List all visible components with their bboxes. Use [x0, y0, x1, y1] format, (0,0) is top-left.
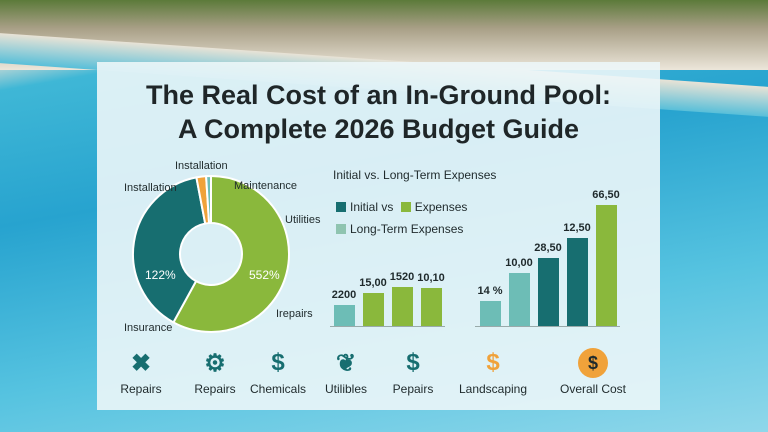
chemical-coin-icon: $ — [271, 349, 285, 376]
bar-value-label: 10,00 — [505, 257, 533, 269]
bar — [567, 238, 588, 326]
bar — [509, 273, 530, 326]
legend-label: Initial vs — [350, 200, 394, 214]
bar — [392, 287, 413, 326]
tools-icon: ⚙ — [204, 349, 226, 377]
legend-swatch — [336, 224, 346, 234]
dollar-coin-icon: $ — [578, 348, 608, 378]
bar — [596, 205, 617, 326]
title-line-1: The Real Cost of an In-Ground Pool: — [146, 80, 611, 110]
money-bag-icon: $ — [406, 349, 420, 376]
donut-label: Maintenance — [234, 180, 297, 192]
infographic-panel — [97, 62, 660, 410]
icon-label: Overall Cost — [559, 382, 627, 396]
page-title: The Real Cost of an In-Ground Pool: A Com… — [97, 78, 660, 146]
donut-label: Installation — [124, 182, 177, 194]
donut-slice — [205, 174, 212, 225]
icon-label: Pepairs — [392, 382, 434, 396]
bar — [538, 258, 559, 326]
x-axis — [330, 326, 445, 327]
wrench-screwdriver-icon: ✖ — [130, 349, 152, 377]
legend-swatch — [400, 202, 411, 212]
bar-value-label: 10,10 — [417, 272, 445, 284]
legend-swatch — [336, 202, 346, 212]
bar — [334, 305, 355, 326]
bar — [421, 288, 442, 326]
legend-item: Long-Term Expenses — [336, 222, 463, 236]
icon-label: Utilibles — [324, 382, 368, 396]
bar-value-label: 66,50 — [592, 189, 620, 201]
legend-item: Initial vs Expenses — [336, 200, 467, 214]
bar-chart-title: Initial vs. Long-Term Expenses — [333, 168, 497, 182]
donut-label: Irepairs — [276, 308, 313, 320]
leaf-icon: ❦ — [335, 349, 357, 377]
bar — [480, 301, 501, 326]
icon-label: Repairs — [120, 382, 162, 396]
bar-value-label: 2200 — [331, 289, 357, 301]
legend-label: Expenses — [414, 200, 468, 214]
icon-label: Chemicals — [249, 382, 307, 396]
bar — [363, 293, 384, 326]
icon-label: Landscaping — [458, 382, 528, 396]
legend-label: Long-Term Expenses — [350, 222, 464, 236]
bar-value-label: 28,50 — [534, 242, 562, 254]
x-axis — [475, 326, 620, 327]
bar-value-label: 1520 — [389, 271, 415, 283]
slice-value: 122% — [145, 268, 176, 282]
bar-value-label: 15,00 — [359, 277, 387, 289]
donut-label: Installation — [175, 160, 228, 172]
landscape-coin-icon: $ — [486, 349, 500, 376]
donut-label: Insurance — [124, 322, 173, 334]
bar-value-label: 12,50 — [563, 222, 591, 234]
bar-value-label: 14 % — [477, 285, 503, 297]
title-line-2: A Complete 2026 Budget Guide — [177, 114, 580, 144]
donut-slice — [132, 176, 207, 324]
donut-slice — [172, 174, 290, 333]
donut-label: Utilities — [285, 214, 321, 226]
icon-label: Repairs — [194, 382, 236, 396]
slice-value: 552% — [249, 268, 280, 282]
